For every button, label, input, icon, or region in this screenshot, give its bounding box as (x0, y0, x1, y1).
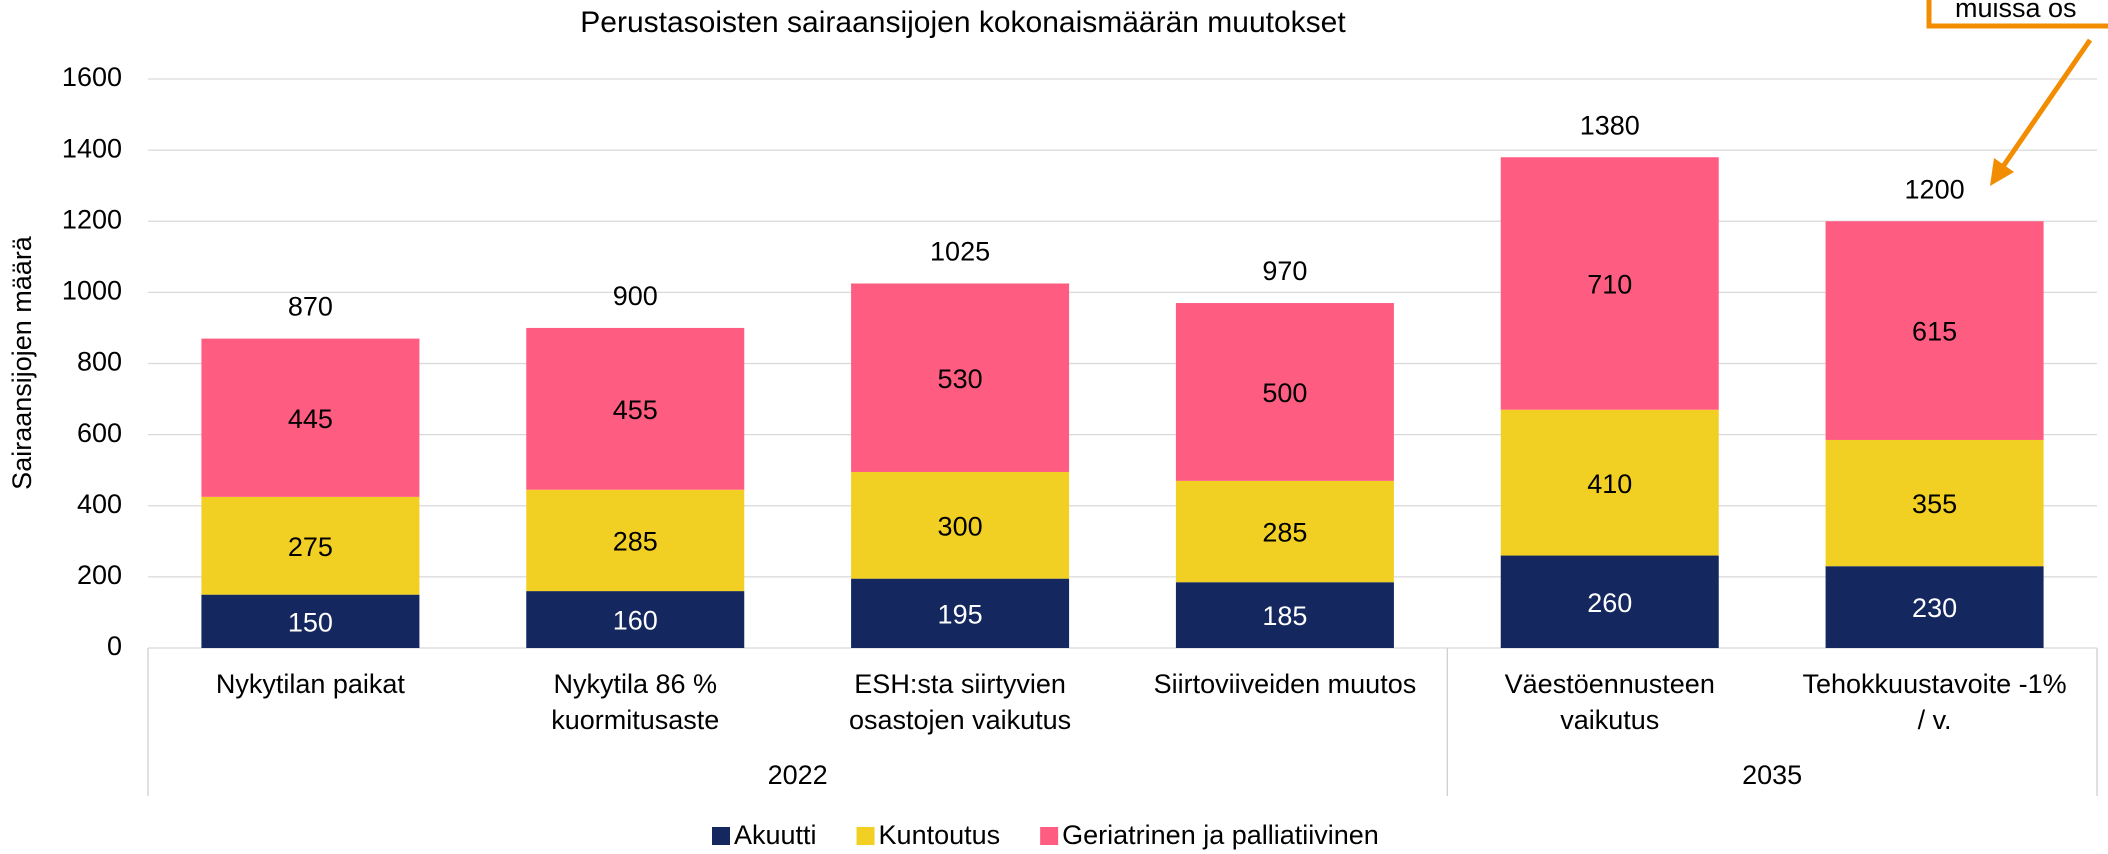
legend-label: Geriatrinen ja palliatiivinen (1062, 820, 1379, 850)
bar-segment (201, 338, 420, 497)
segment-label: 615 (1912, 317, 1957, 347)
y-tick-label: 800 (77, 347, 122, 377)
x-tick-label: ESH:sta siirtyvien osastojen vaikutus (849, 669, 1071, 735)
segment-label: 455 (613, 395, 658, 425)
segment-label: 260 (1587, 588, 1632, 618)
legend-label: Kuntoutus (879, 820, 1001, 850)
segment-label: 275 (288, 532, 333, 562)
bar-segment (1825, 221, 2044, 440)
total-label: 870 (288, 292, 333, 322)
bar-segment (1500, 409, 1719, 556)
bar-segment (526, 591, 745, 648)
group-label: 2035 (1742, 760, 1802, 790)
bar-segment (526, 489, 745, 592)
total-label: 970 (1262, 256, 1307, 286)
y-axis-label: Sairaansijojen määrä (7, 235, 37, 490)
segment-label: 530 (938, 364, 983, 394)
x-tick-label: Nykytila 86 % kuormitusaste (551, 669, 719, 735)
segment-label: 285 (1262, 518, 1307, 548)
bar-segment (851, 471, 1070, 579)
bar-segment (1175, 480, 1394, 583)
bar-segment (1825, 439, 2044, 567)
segment-label: 195 (938, 599, 983, 629)
total-label: 900 (613, 281, 658, 311)
segment-label: 410 (1587, 469, 1632, 499)
segment-label: 500 (1262, 378, 1307, 408)
segment-label: 355 (1912, 489, 1957, 519)
bar-segment (526, 327, 745, 490)
legend-swatch (1040, 827, 1059, 845)
segment-label: 300 (938, 511, 983, 541)
bar-segment (1175, 303, 1394, 481)
y-tick-label: 1200 (62, 204, 122, 234)
y-tick-label: 1400 (62, 133, 122, 163)
y-tick-label: 600 (77, 418, 122, 448)
total-label: 1380 (1580, 110, 1640, 140)
bar-segment (201, 496, 420, 595)
bar-segment (1500, 555, 1719, 648)
annotation-box (1926, 0, 2108, 29)
x-tick-label: Siirtoviiveiden muutos (1154, 669, 1417, 699)
chart-title: Perustasoisten sairaansijojen kokonaismä… (580, 6, 1346, 39)
segment-label: 710 (1587, 270, 1632, 300)
bar-segment (851, 578, 1070, 648)
segment-label: 160 (613, 606, 658, 636)
segment-label: 285 (613, 527, 658, 557)
bar-segment (851, 283, 1070, 472)
x-tick-label: Tehokkuustavoite -1% / v. (1803, 669, 2067, 735)
segment-label: 150 (288, 607, 333, 637)
legend-swatch (712, 827, 730, 845)
total-label: 1200 (1905, 174, 1965, 204)
bar-segment (1825, 566, 2044, 648)
annotation-arrow (1999, 38, 2093, 170)
y-tick-label: 0 (107, 631, 122, 661)
legend-swatch (856, 827, 875, 845)
bar-segment (1175, 582, 1394, 648)
y-tick-label: 200 (77, 560, 122, 590)
bar-segment (1500, 157, 1719, 410)
y-tick-label: 400 (77, 489, 122, 519)
y-tick-label: 1000 (62, 276, 122, 306)
x-tick-label: Nykytilan paikat (216, 669, 406, 699)
group-label: 2022 (768, 760, 828, 790)
annotation-arrowhead (1990, 158, 2014, 186)
legend-label: Akuutti (734, 820, 817, 850)
segment-label: 185 (1262, 601, 1307, 631)
x-tick-label: Väestöennusteen vaikutus (1505, 669, 1715, 735)
annotation-text: muissa os (1955, 0, 2077, 23)
segment-label: 230 (1912, 593, 1957, 623)
total-label: 1025 (930, 237, 990, 267)
segment-label: 445 (288, 404, 333, 434)
bar-segment (201, 594, 420, 648)
y-tick-label: 1600 (62, 62, 122, 92)
